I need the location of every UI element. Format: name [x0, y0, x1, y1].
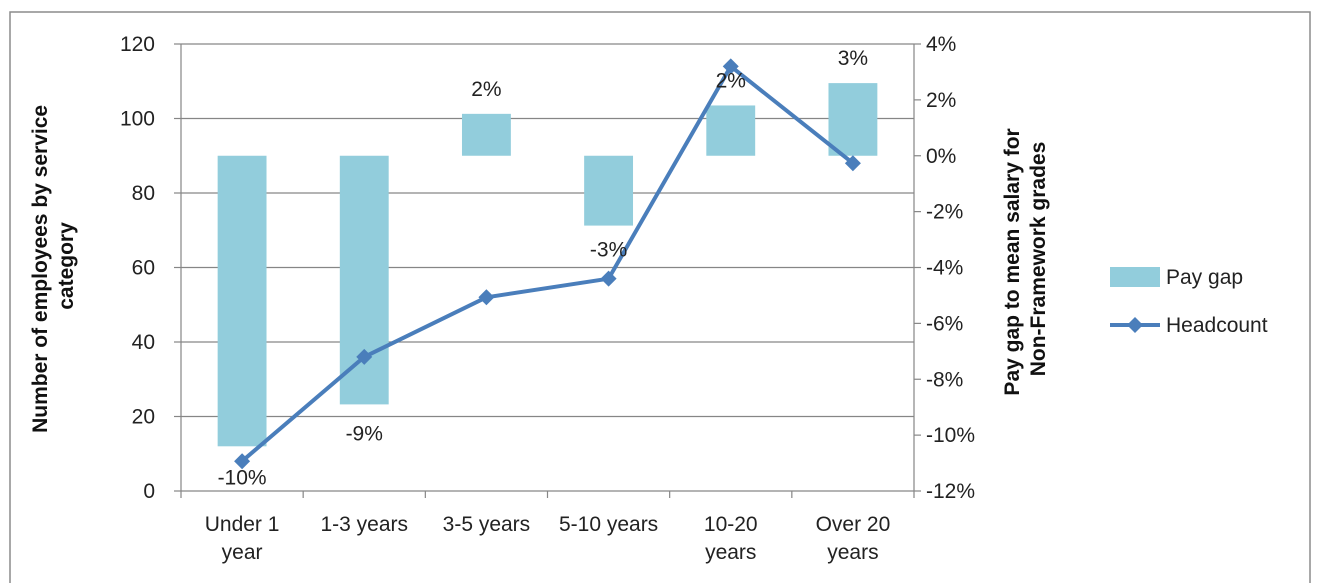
pay-gap-bars [217, 83, 878, 447]
pay-gap-bar [706, 105, 756, 156]
headcount-marker [478, 289, 495, 306]
legend-label-headcount: Headcount [1166, 314, 1268, 337]
right-tick-label: -4% [926, 257, 963, 280]
gridlines [181, 43, 914, 418]
pay-gap-bar [339, 155, 389, 405]
headcount-line [234, 58, 861, 470]
pay-gap-data-label: -9% [346, 422, 383, 445]
pay-gap-data-label: 2% [716, 69, 746, 92]
headcount-marker [844, 155, 861, 172]
category-label: Under 1 [205, 513, 280, 536]
right-axis-title: Pay gap to mean salary for Non-Framework… [1001, 122, 1050, 395]
pay-gap-data-label: -3% [590, 238, 627, 261]
left-axis-title-line-2: category [55, 222, 78, 310]
left-tick-label: 60 [132, 257, 155, 280]
legend: Pay gap Headcount [1110, 266, 1268, 337]
headcount-marker [234, 453, 251, 470]
pay-gap-bar [828, 83, 878, 156]
headcount-marker [600, 270, 617, 287]
right-axis-title-line-1: Pay gap to mean salary for [1001, 128, 1024, 395]
left-axis-title: Number of employees by service category [29, 99, 78, 433]
chart-border [9, 11, 1311, 588]
headcount-marker [722, 58, 739, 75]
headcount-marker [356, 348, 373, 365]
right-tick-label: -10% [926, 424, 975, 447]
pay-gap-bar [584, 155, 634, 226]
category-label: year [222, 541, 263, 564]
pay-gap-data-label: 2% [471, 78, 501, 101]
category-label: 1-3 years [320, 513, 408, 536]
left-tick-label: 120 [120, 33, 155, 56]
category-label: years [827, 541, 878, 564]
right-tick-label: -2% [926, 201, 963, 224]
legend-swatch-pay-gap [1110, 267, 1160, 287]
category-label: 10-20 [704, 513, 758, 536]
right-tick-label: 4% [926, 33, 956, 56]
category-label: years [705, 541, 756, 564]
left-tick-label: 40 [132, 331, 155, 354]
right-tick-label: -6% [926, 312, 963, 335]
left-tick-label: 0 [143, 480, 155, 503]
tick-labels: 0 20 40 60 80 100 120 -12% -10% -8% -6% -4% -2% 0% 2% 4… [120, 33, 975, 564]
legend-marker-headcount [1127, 317, 1143, 333]
axes [174, 43, 921, 498]
right-tick-label: -12% [926, 480, 975, 503]
right-tick-label: 0% [926, 145, 956, 168]
legend-label-pay-gap: Pay gap [1166, 266, 1243, 289]
right-tick-label: -8% [926, 368, 963, 391]
left-tick-label: 20 [132, 406, 155, 429]
right-tick-label: 2% [926, 89, 956, 112]
left-tick-label: 100 [120, 108, 155, 131]
left-axis-title-line-1: Number of employees by service [29, 105, 52, 433]
category-label: Over 20 [816, 513, 891, 536]
data-labels: -10% -9% 2% -3% 2% 3% [218, 47, 869, 489]
right-axis-title-line-2: Non-Framework grades [1027, 142, 1050, 377]
pay-gap-data-label: 3% [838, 47, 868, 70]
pay-gap-bar [217, 155, 267, 447]
left-tick-label: 80 [132, 182, 155, 205]
pay-gap-data-label: -10% [218, 466, 267, 489]
pay-gap-bar [461, 113, 511, 156]
category-label: 3-5 years [443, 513, 531, 536]
headcount-series-line [240, 64, 855, 463]
category-label: 5-10 years [559, 513, 658, 536]
